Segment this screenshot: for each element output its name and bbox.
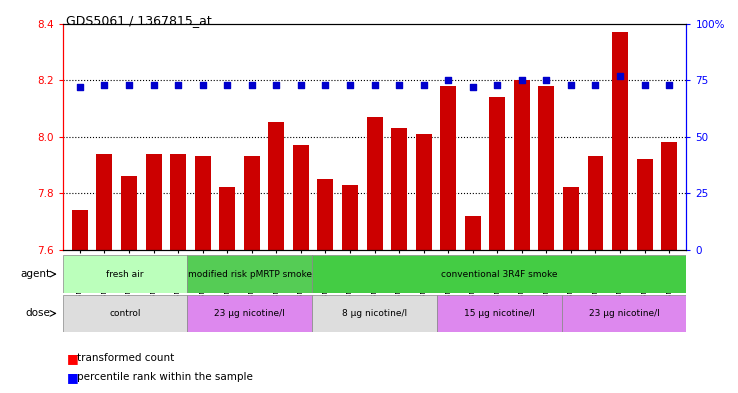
Text: dose: dose <box>25 309 50 318</box>
Bar <box>219 187 235 250</box>
Bar <box>539 86 554 250</box>
Point <box>565 81 577 88</box>
Point <box>221 81 233 88</box>
Point <box>492 81 503 88</box>
Bar <box>342 185 358 250</box>
Text: 15 μg nicotine/l: 15 μg nicotine/l <box>463 309 535 318</box>
Bar <box>437 295 562 332</box>
Point <box>74 84 86 90</box>
Bar <box>563 187 579 250</box>
Bar <box>195 156 210 250</box>
Text: modified risk pMRTP smoke: modified risk pMRTP smoke <box>187 270 312 279</box>
Bar <box>661 142 677 250</box>
Bar <box>637 159 652 250</box>
Bar <box>440 86 456 250</box>
Bar <box>187 255 312 293</box>
Point <box>516 77 528 83</box>
Point <box>614 72 626 79</box>
Text: control: control <box>109 309 141 318</box>
Bar <box>415 134 432 250</box>
Point <box>320 81 331 88</box>
Bar <box>269 123 284 250</box>
Point <box>344 81 356 88</box>
Bar <box>312 295 437 332</box>
Point <box>663 81 675 88</box>
Text: agent: agent <box>20 269 50 279</box>
Bar <box>562 295 686 332</box>
Point <box>123 81 135 88</box>
Bar <box>587 156 604 250</box>
Point <box>638 81 650 88</box>
Bar <box>170 154 186 250</box>
Bar <box>145 154 162 250</box>
Bar <box>63 255 187 293</box>
Text: percentile rank within the sample: percentile rank within the sample <box>77 372 253 382</box>
Text: fresh air: fresh air <box>106 270 144 279</box>
Bar <box>465 216 480 250</box>
Bar <box>293 145 309 250</box>
Bar <box>121 176 137 250</box>
Text: ■: ■ <box>66 352 78 365</box>
Bar <box>367 117 382 250</box>
Bar <box>514 80 530 250</box>
Point <box>467 84 479 90</box>
Text: 23 μg nicotine/l: 23 μg nicotine/l <box>589 309 659 318</box>
Point <box>590 81 601 88</box>
Text: 23 μg nicotine/l: 23 μg nicotine/l <box>215 309 285 318</box>
Point <box>270 81 282 88</box>
Point <box>540 77 552 83</box>
Point <box>393 81 405 88</box>
Text: conventional 3R4F smoke: conventional 3R4F smoke <box>441 270 557 279</box>
Bar <box>391 128 407 250</box>
Text: transformed count: transformed count <box>77 353 175 364</box>
Bar <box>612 32 628 250</box>
Bar <box>244 156 260 250</box>
Bar <box>187 295 312 332</box>
Point <box>442 77 454 83</box>
Point <box>172 81 184 88</box>
Point <box>295 81 307 88</box>
Bar <box>312 255 686 293</box>
Point <box>148 81 159 88</box>
Point <box>246 81 258 88</box>
Text: GDS5061 / 1367815_at: GDS5061 / 1367815_at <box>66 14 212 27</box>
Text: 8 μg nicotine/l: 8 μg nicotine/l <box>342 309 407 318</box>
Point <box>99 81 111 88</box>
Point <box>418 81 430 88</box>
Bar <box>72 210 88 250</box>
Point <box>197 81 209 88</box>
Bar <box>489 97 506 250</box>
Bar <box>317 179 334 250</box>
Point <box>368 81 381 88</box>
Bar <box>97 154 112 250</box>
Bar <box>63 295 187 332</box>
Text: ■: ■ <box>66 371 78 384</box>
